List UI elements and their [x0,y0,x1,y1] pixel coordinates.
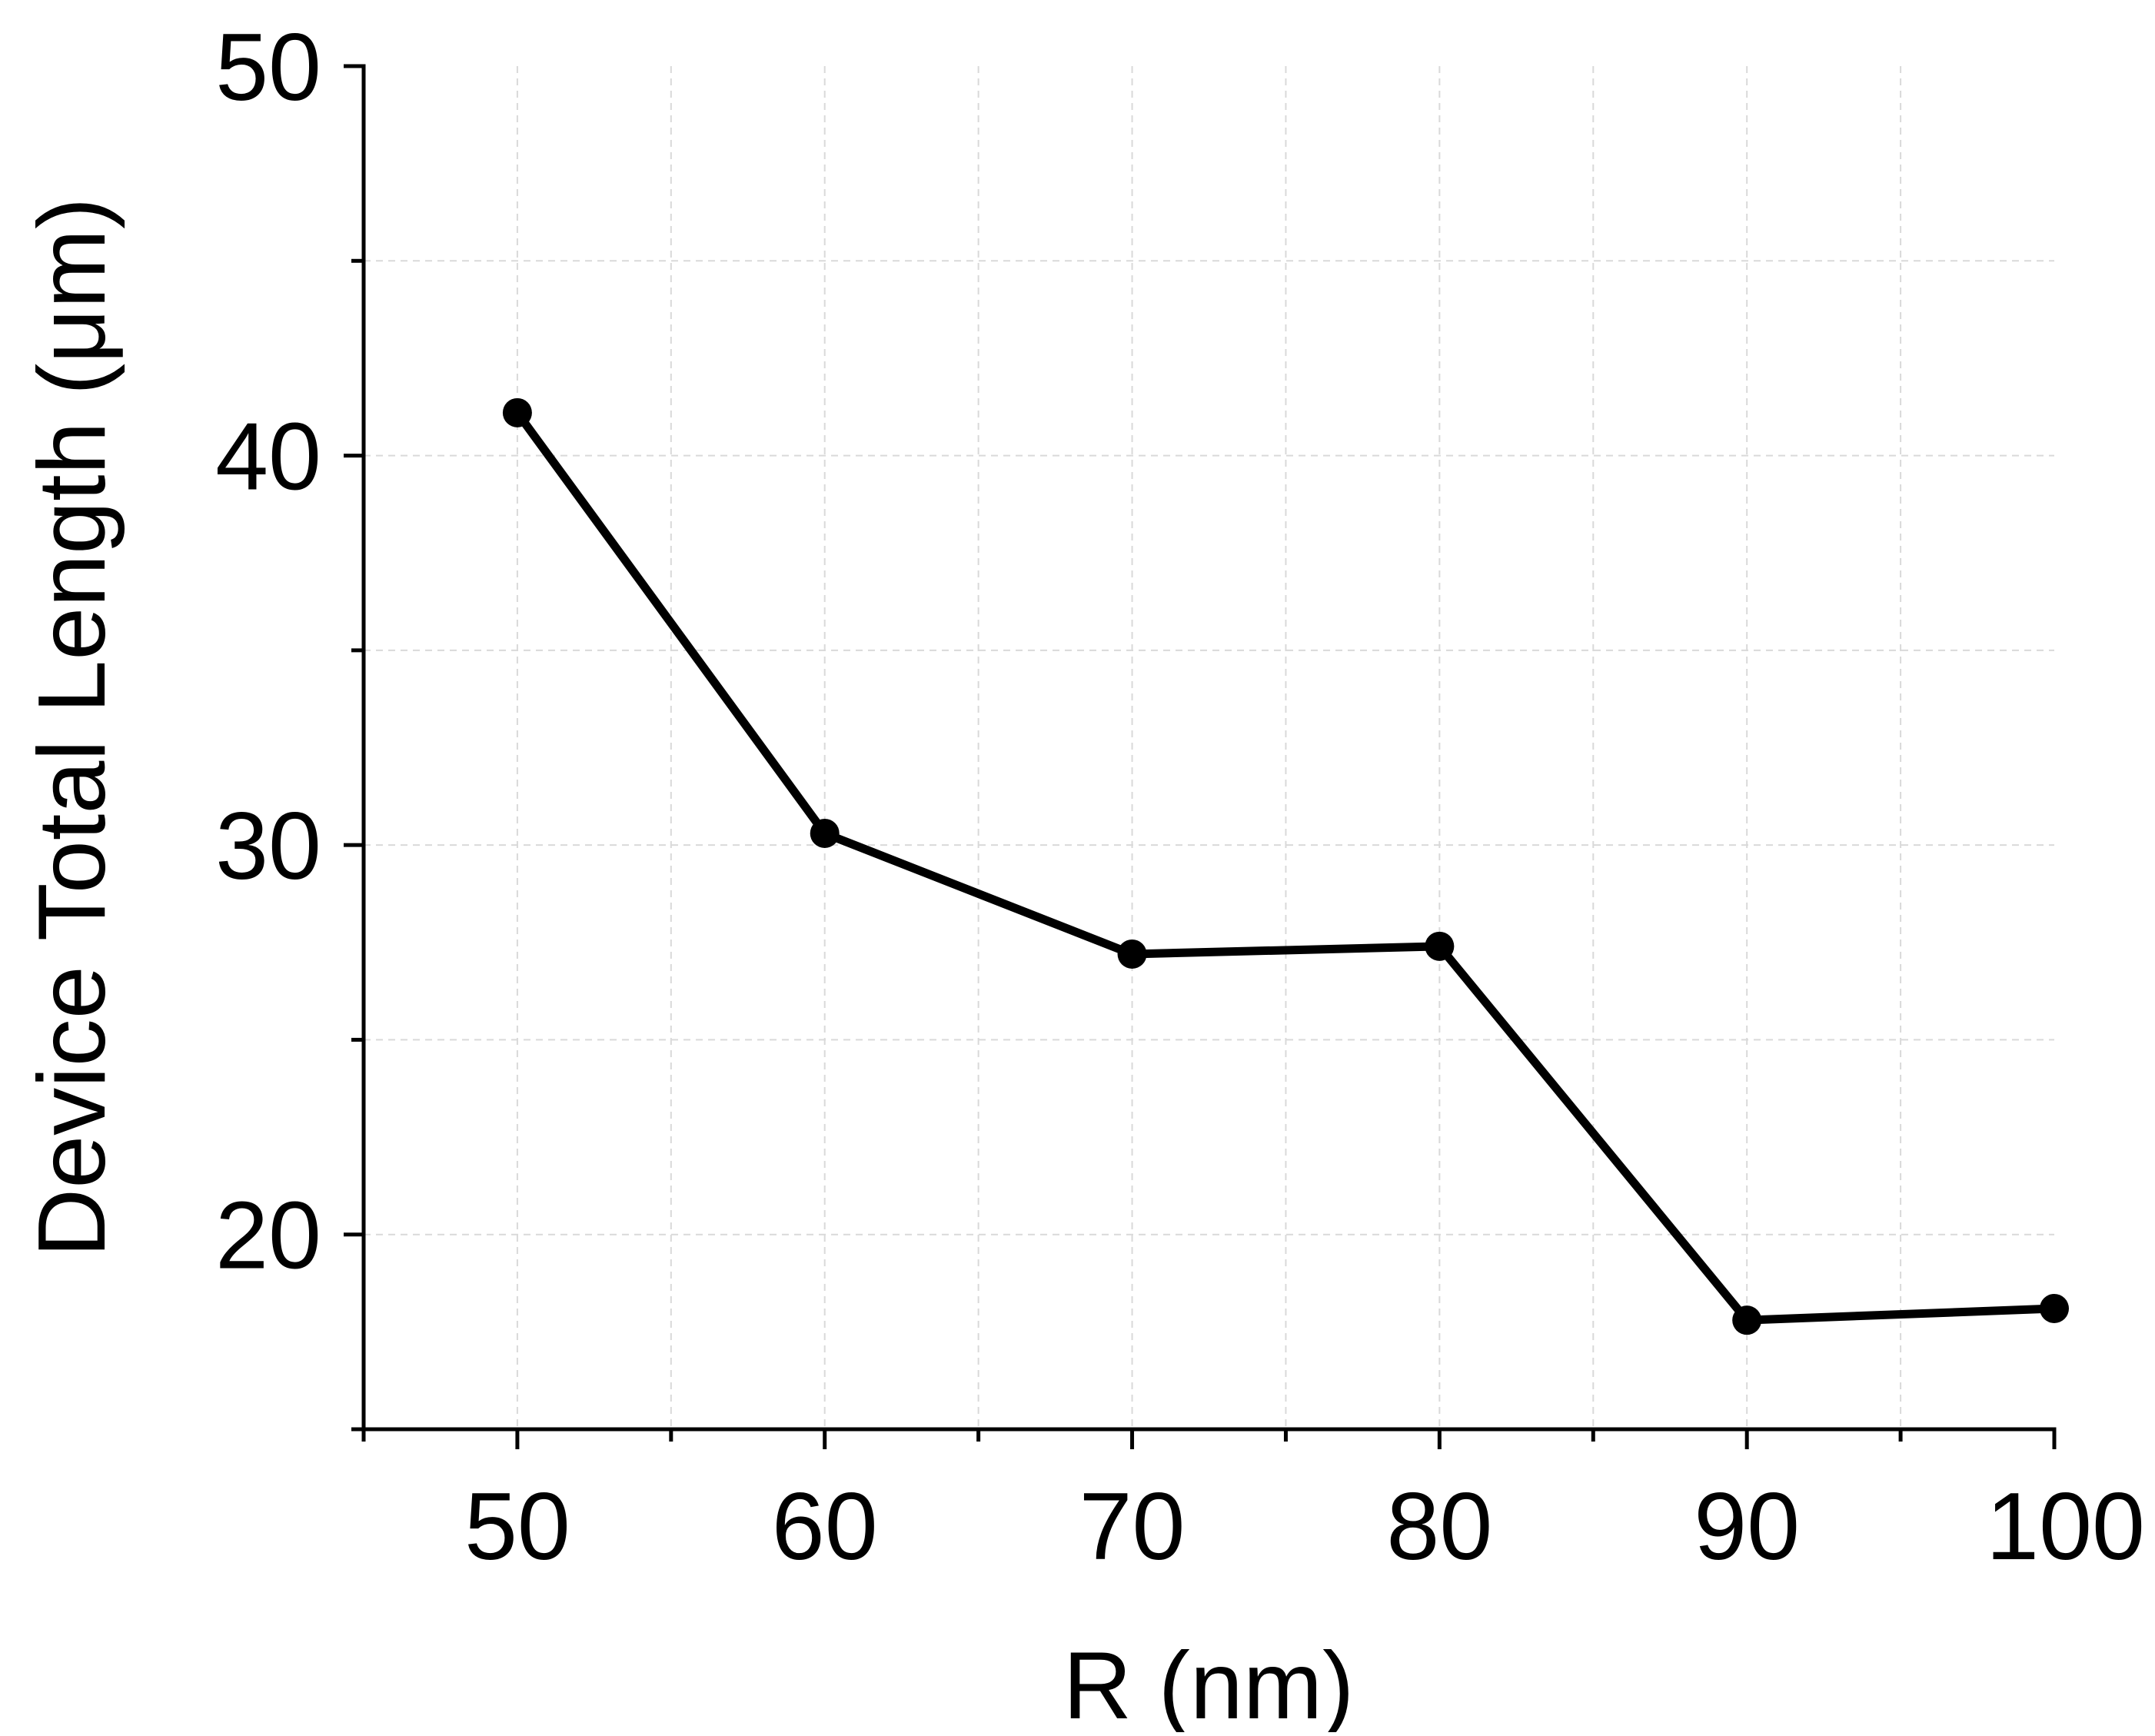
x-tick-label: 80 [1386,1474,1492,1580]
y-tick-label: 50 [215,15,321,121]
x-tick-label: 90 [1694,1474,1800,1580]
y-tick-label: 30 [215,793,321,900]
series-line [513,408,2059,1325]
x-tick-label: 100 [1986,1474,2145,1580]
grid-layer [364,66,2054,1429]
series-layer [502,397,2069,1335]
ticks-layer [344,64,2057,1449]
x-tick-label: 70 [1079,1474,1186,1580]
data-point [1732,1305,1762,1335]
y-axis-title: Device Total Length (μm) [19,198,125,1258]
data-point [1117,939,1147,969]
x-axis-title: R (nm) [1063,1633,1355,1732]
axes-layer [361,64,2057,1432]
labels-layer: 50 60 70 80 90 100 20 30 40 50 [215,15,2145,1580]
y-tick-label: 20 [215,1183,321,1289]
data-point [2040,1293,2069,1323]
x-tick-label: 60 [772,1474,878,1580]
data-point [502,397,532,427]
data-point [1425,931,1455,961]
x-tick-label: 50 [464,1474,570,1580]
data-point [810,818,840,848]
y-tick-label: 40 [215,404,321,510]
